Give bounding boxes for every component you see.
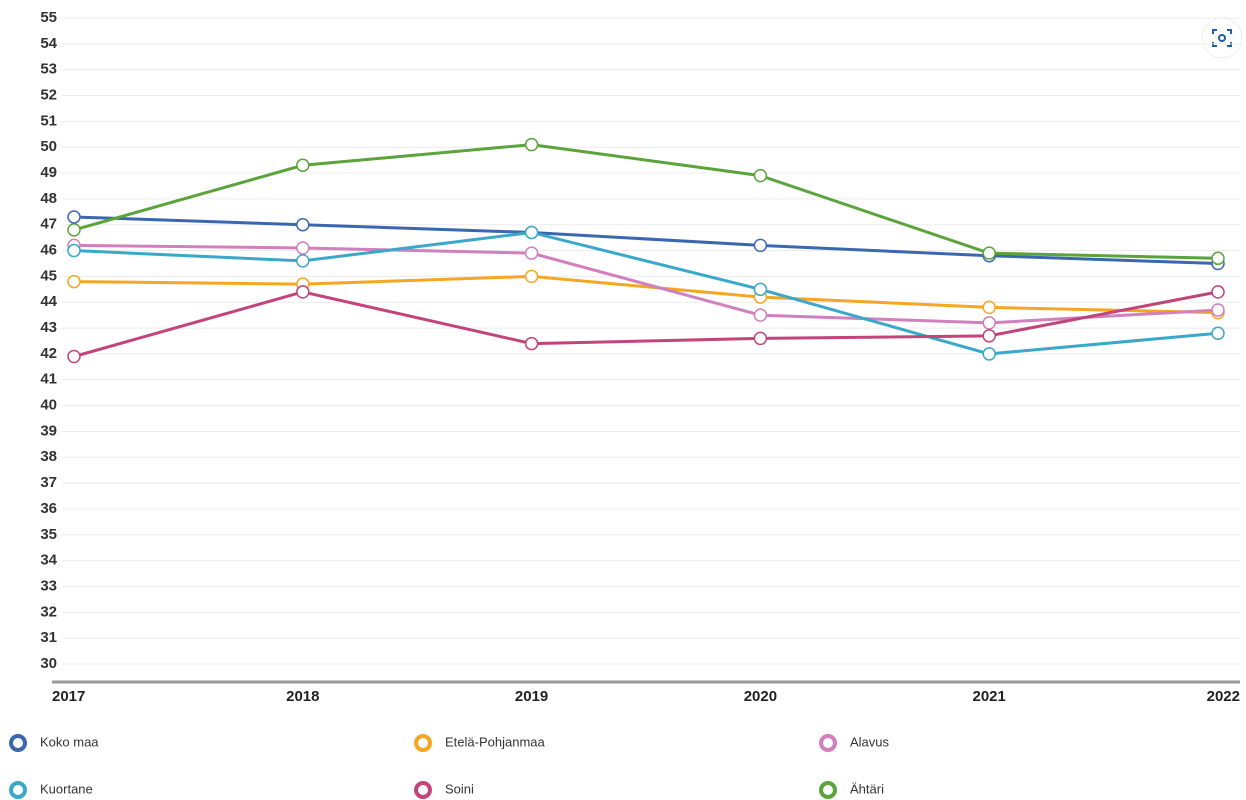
point (1211, 326, 1225, 340)
series-line (73, 143, 1219, 260)
point (67, 210, 81, 224)
point (753, 331, 768, 346)
point (524, 137, 539, 152)
x-tick-label: 2020 (744, 688, 777, 705)
point (1211, 285, 1225, 299)
y-tick-label: 42 (40, 345, 57, 362)
legend-marker (819, 781, 837, 799)
series-line (73, 274, 1219, 315)
series-line (73, 230, 1219, 356)
legend-label: Koko maa (40, 734, 99, 749)
y-tick-label: 31 (40, 629, 57, 646)
point (296, 241, 310, 255)
point (296, 217, 310, 232)
legend-label: Ähtäri (850, 781, 884, 796)
x-tick-label: 2018 (286, 688, 319, 705)
x-tick-label: 2019 (515, 688, 548, 705)
y-tick-label: 43 (40, 319, 57, 336)
y-tick-label: 53 (40, 61, 57, 78)
point (67, 223, 81, 237)
point (524, 336, 539, 351)
point (982, 316, 996, 330)
point (67, 243, 81, 258)
point (524, 246, 539, 260)
point (982, 246, 996, 260)
point (753, 282, 768, 297)
point (67, 349, 81, 364)
y-tick-label: 36 (40, 500, 57, 517)
button-bg[interactable] (1201, 17, 1243, 59)
series-line (73, 290, 1219, 358)
y-tick-label: 49 (40, 164, 57, 181)
series-line (73, 215, 1219, 265)
legend-label: Etelä-Pohjanmaa (445, 734, 545, 749)
x-tick-label: 2021 (973, 688, 1006, 705)
y-tick-label: 33 (40, 577, 57, 594)
y-tick-label: 48 (40, 190, 57, 207)
point (296, 285, 310, 299)
point (296, 254, 310, 268)
y-tick-label: 54 (40, 35, 57, 52)
y-tick-label: 47 (40, 216, 57, 233)
legend-marker (9, 781, 27, 799)
y-tick-label: 34 (40, 552, 57, 569)
button-icon[interactable] (1212, 29, 1232, 47)
y-tick-label: 39 (40, 422, 57, 439)
y-tick-label: 37 (40, 474, 57, 491)
point (296, 158, 310, 173)
point (982, 347, 996, 361)
point (982, 329, 996, 343)
point (524, 269, 539, 284)
button-dot[interactable] (1218, 34, 1226, 42)
y-tick-label: 40 (40, 397, 57, 414)
y-tick-label: 32 (40, 603, 57, 620)
legend-marker (414, 734, 432, 752)
point (524, 225, 539, 240)
y-tick-label: 50 (40, 138, 57, 155)
legend-marker (819, 734, 837, 752)
y-tick-label: 51 (40, 112, 57, 129)
point (753, 238, 768, 253)
x-tick-label: 2022 (1207, 688, 1240, 705)
legend-marker (9, 734, 27, 752)
y-tick-label: 46 (40, 242, 57, 259)
point (1211, 251, 1225, 266)
point (67, 274, 81, 289)
y-tick-label: 52 (40, 86, 57, 103)
legend-label: Soini (445, 781, 474, 796)
y-tick-label: 55 (40, 9, 57, 26)
point (753, 168, 768, 183)
y-tick-label: 38 (40, 448, 57, 465)
series-line (73, 243, 1219, 325)
y-tick-label: 41 (40, 371, 57, 388)
point (982, 300, 996, 315)
legend-label: Alavus (850, 734, 890, 749)
y-tick-label: 30 (40, 655, 57, 672)
x-tick-label: 2017 (52, 688, 85, 705)
legend-label: Kuortane (40, 781, 93, 796)
y-tick-label: 35 (40, 526, 57, 543)
y-tick-label: 44 (40, 293, 57, 310)
fullscreen-button[interactable] (1201, 17, 1243, 59)
y-tick-label: 45 (40, 267, 57, 284)
point (1211, 303, 1225, 317)
legend-marker (414, 781, 432, 799)
point (753, 308, 768, 322)
